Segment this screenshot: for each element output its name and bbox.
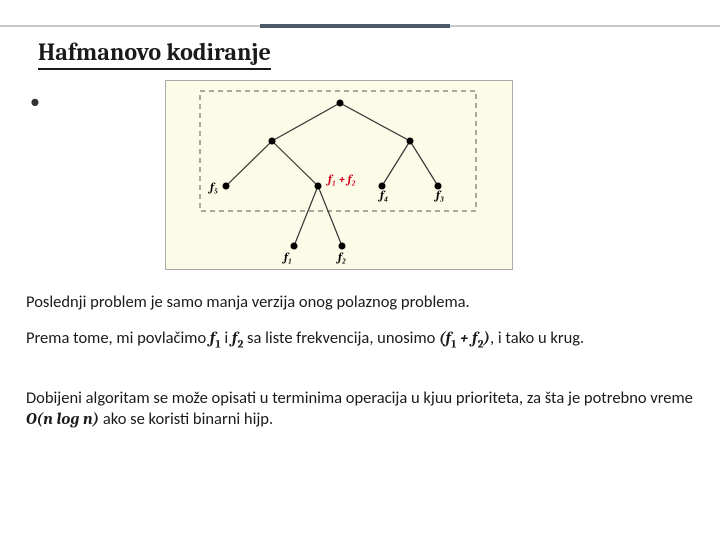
- math-sum: (f1 + f2): [439, 329, 490, 348]
- paragraph-2: Prema tome, mi povlačimo f1 i f2 sa list…: [26, 328, 694, 351]
- svg-text:f₅: f₅: [207, 180, 218, 194]
- svg-text:f₁ + f₂: f₁ + f₂: [325, 172, 356, 186]
- math-bigO: O(n log n): [26, 410, 99, 429]
- huffman-tree-diagram: f₅ f₁ + f₂ f₄ f₃ f₁ f₂: [165, 80, 513, 270]
- p2-text-c: sa liste frekvencija, unosimo: [243, 328, 439, 348]
- svg-text:f₁: f₁: [281, 250, 292, 264]
- p3-text-b: ako se koristi binarni hijp.: [99, 409, 273, 429]
- svg-text:f₃: f₃: [433, 188, 444, 202]
- math-f1: f1: [210, 329, 221, 348]
- slide-title: Hafmanovo kodiranje: [38, 38, 271, 70]
- math-f2: f2: [232, 329, 243, 348]
- tree-svg: f₅ f₁ + f₂ f₄ f₃ f₁ f₂: [166, 81, 514, 271]
- p3-text-a: Dobijeni algoritam se može opisati u ter…: [26, 388, 693, 408]
- paragraph-1: Poslednji problem je samo manja verzija …: [26, 292, 694, 313]
- bullet-marker: •: [30, 90, 40, 114]
- header-seg-mid: [260, 24, 450, 28]
- header-seg-right: [450, 25, 720, 27]
- svg-text:f₂: f₂: [335, 250, 346, 264]
- header-seg-left: [0, 25, 260, 27]
- header-divider: [0, 24, 720, 28]
- p2-text-d: , i tako u krug.: [490, 328, 584, 348]
- svg-text:f₄: f₄: [377, 188, 388, 202]
- p2-text-a: Prema tome, mi povlačimo: [26, 328, 210, 348]
- paragraph-3: Dobijeni algoritam se može opisati u ter…: [26, 388, 694, 431]
- p2-text-b: i: [221, 328, 232, 348]
